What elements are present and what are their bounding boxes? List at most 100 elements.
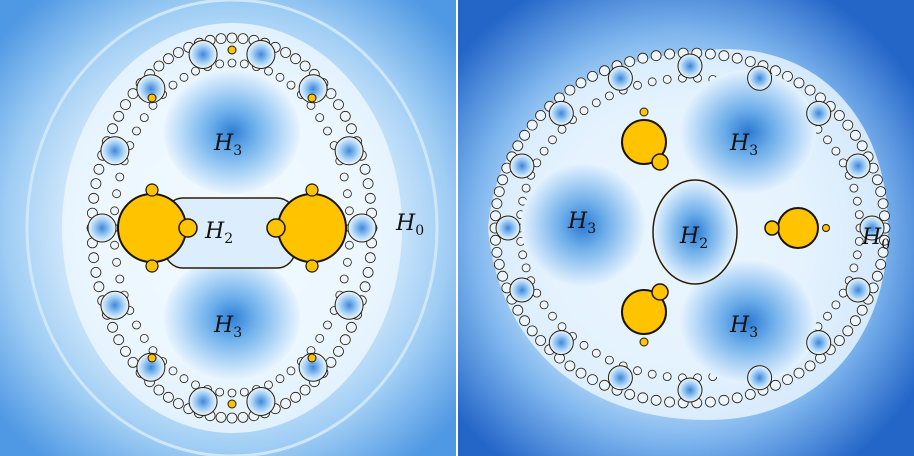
filament-bead [650,394,662,406]
label-h0: H0 [395,211,424,239]
filament-bead [854,210,864,220]
filament-bead [704,48,716,60]
filament-bead [539,146,549,156]
small-basin [188,387,218,416]
filament-bead [215,59,225,69]
filament-bead [526,325,538,337]
filament-bead [179,72,189,82]
tiny-bulb [227,45,237,55]
filament-bead [215,33,227,44]
filament-bead [575,367,587,379]
filament-bead [237,33,249,44]
tiny-bulb [145,183,159,197]
filament-bead [877,246,889,258]
filament-bead [162,391,174,403]
filament-bead [172,47,184,58]
small-basin [859,215,885,241]
filament-bead [557,322,567,332]
filament-bead [110,240,119,250]
filament-bead [342,257,352,267]
label-h3-bottom-right: H3 [729,313,758,341]
filament-bead [526,119,538,131]
small-basins [495,53,885,403]
label-h3-bottom: H3 [213,313,242,341]
filament-bead [879,234,890,246]
filament-bead [579,106,589,116]
filament-bead [315,333,325,343]
small-basin [607,365,633,391]
filament-bead [120,345,131,357]
filament-bead [333,345,344,357]
small-basin [100,290,130,320]
basin-h3-bottom [164,256,300,380]
filament-bead [323,320,332,330]
filament-bead [299,60,311,72]
filament-bead [856,140,868,152]
filament-bead [132,320,141,330]
tiny-bulb [305,183,319,197]
filament-bead [344,206,354,216]
filament-bead [364,252,376,264]
filament-bead [227,58,237,68]
filament-bead [624,388,636,400]
filament-bead [162,53,174,65]
small-basin [298,352,328,382]
filament-bead [647,77,657,87]
julia-set-panel-left: H3 H2 H3 H0 [0,0,456,456]
filament-bead [153,384,165,396]
filament-bead [290,53,302,65]
label-h3-top: H3 [213,131,242,159]
small-basin [246,40,276,69]
filament-bead [831,300,841,310]
filament-bead [744,56,756,67]
filament-bead [633,80,642,90]
small-basins [87,40,377,416]
filament-bead [548,135,557,145]
filament-bead [344,240,354,250]
filament-bead [599,379,610,391]
filament-bead [290,391,302,403]
small-basin [188,40,218,69]
small-basin [136,352,166,382]
small-basin [509,277,535,303]
filament-bead [793,77,805,89]
tiny-bulb [822,224,830,232]
filament-bead [107,321,118,333]
filament-bead [842,119,854,131]
filament-bead [88,252,100,264]
filament-bead [280,398,292,409]
filament-bead [490,234,501,246]
filament-bead [491,198,503,210]
filament-bead [519,129,530,141]
label-h3-top-right: H3 [729,131,758,159]
filament-bead [664,396,676,408]
filament-bead [823,135,832,145]
filament-bead [564,360,576,372]
filament-bead [215,387,225,397]
filament-bead [345,321,357,333]
tiny-bulb [639,107,649,117]
filament-bead [115,274,125,284]
filament-bead [359,281,371,293]
main-bulb-bottom [621,289,667,335]
filament-bead [497,174,508,186]
filament-bead [662,75,672,84]
mandelbrot-bulbs [621,107,830,347]
filament-bead [315,113,325,122]
filament-bead [650,50,662,62]
filament-bead [191,66,200,76]
filament-bead [172,398,184,409]
small-basin [347,213,377,243]
tiny-bulb [307,93,317,103]
filament-bead [362,178,374,190]
filament-bead [575,77,587,89]
filament-bead [521,183,531,193]
filament-bead [591,98,601,108]
small-basin [136,74,166,104]
filament-bead [877,198,889,210]
filament-bead [512,140,524,152]
filament-bead [564,84,576,96]
small-basin [495,215,521,241]
filament-bead [731,392,743,404]
filament-bead [512,304,524,316]
